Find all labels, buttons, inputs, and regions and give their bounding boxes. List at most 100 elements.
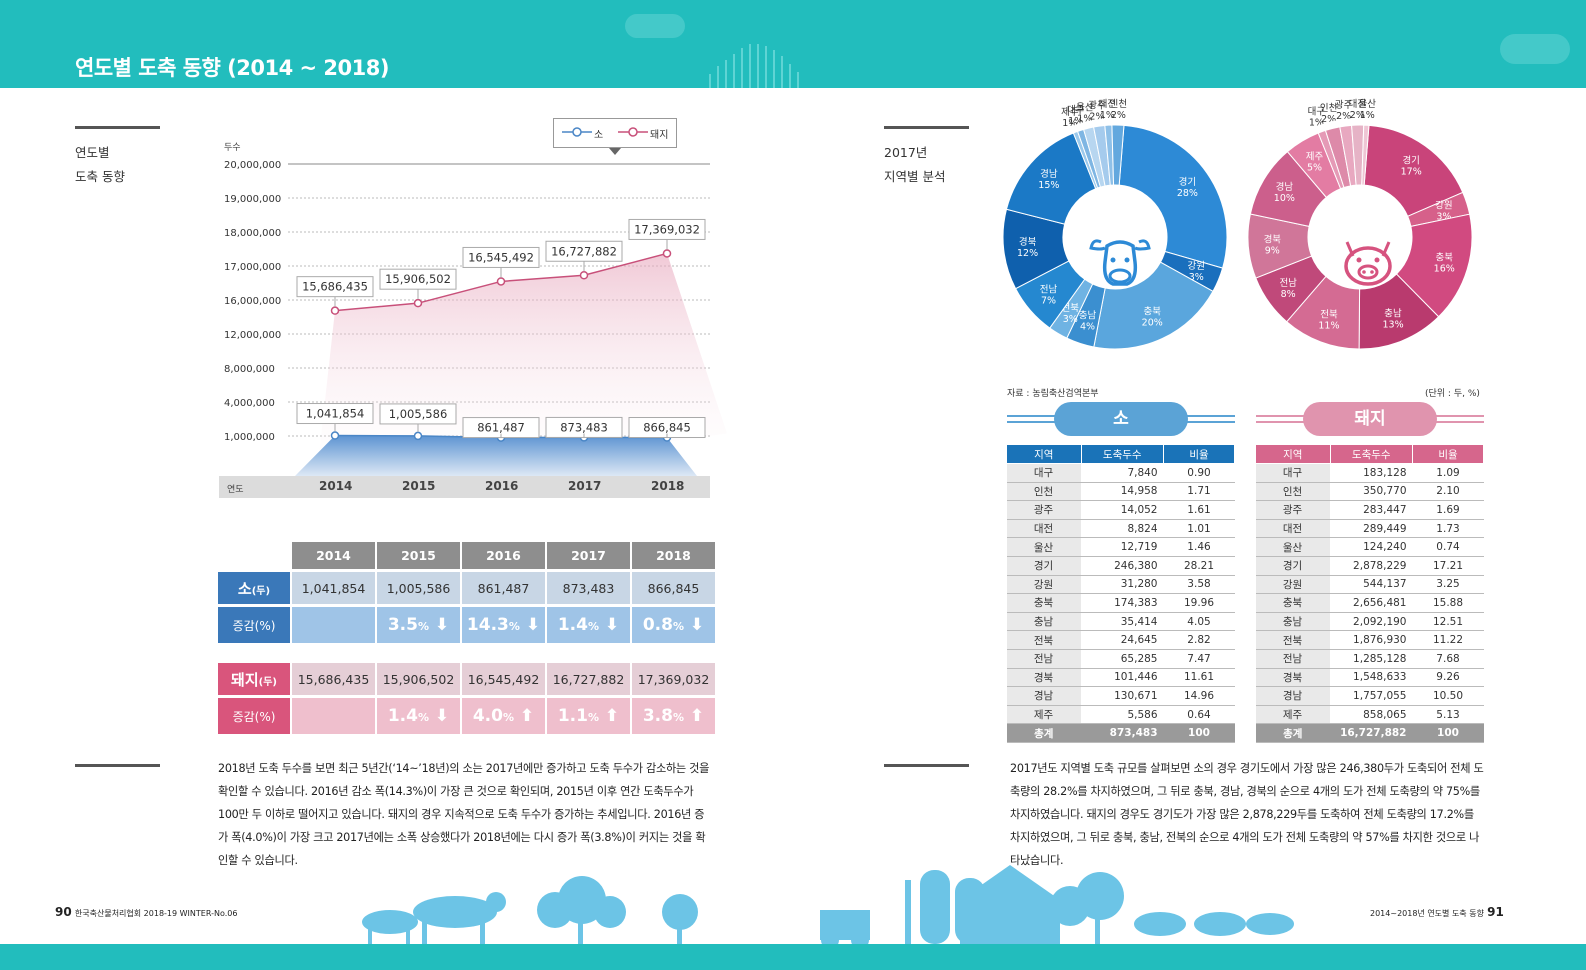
ratio-cell: 1.71 bbox=[1163, 482, 1235, 502]
pie-region-label: 대전 bbox=[1099, 99, 1116, 110]
arrow-up-icon: ⬆ bbox=[513, 706, 535, 726]
table-row: 충남 2,092,190 12.51 bbox=[1255, 612, 1484, 632]
pie-region-label: 전북 bbox=[1320, 309, 1338, 320]
pie-region-label: 울산 bbox=[1359, 99, 1377, 110]
count-cell: 1,757,055 bbox=[1330, 686, 1413, 706]
table-row: 울산 12,719 1.46 bbox=[1006, 537, 1235, 557]
page-number: 90 bbox=[55, 905, 72, 919]
pie-percent-label: 2% bbox=[1350, 110, 1365, 121]
count-cell: 1,876,930 bbox=[1330, 630, 1413, 650]
chart-legend: 소 돼지 bbox=[553, 118, 677, 155]
data-label: 15,906,502 bbox=[385, 272, 451, 286]
change-value: 1.4 bbox=[387, 706, 418, 726]
total-cell: 100 bbox=[1163, 723, 1235, 743]
farm-silhouette bbox=[362, 865, 1294, 949]
section-label-line: 연도별 bbox=[75, 145, 110, 160]
pie-percent-label: 2% bbox=[1111, 110, 1126, 121]
count-cell: 289,449 bbox=[1330, 519, 1413, 539]
ratio-cell: 10.50 bbox=[1412, 686, 1484, 706]
count-cell: 31,280 bbox=[1081, 575, 1164, 595]
right-paragraph: 2017년도 지역별 도축 규모를 살펴보면 소의 경우 경기도에서 가장 많은… bbox=[1010, 762, 1484, 867]
region-cell: 충남 bbox=[1255, 612, 1331, 632]
region-cell: 전남 bbox=[1255, 649, 1331, 669]
cow-point bbox=[330, 431, 340, 440]
pie-center bbox=[1063, 185, 1167, 289]
pie-region-label: 강원 bbox=[1435, 200, 1452, 211]
table-row: 인천 350,770 2.10 bbox=[1255, 482, 1484, 502]
section-divider bbox=[75, 126, 160, 129]
table-row: 대전 8,824 1.01 bbox=[1006, 519, 1235, 539]
cow-title-pill: 소 bbox=[1054, 402, 1188, 436]
count-cell: 2,878,229 bbox=[1330, 556, 1413, 576]
region-cell: 충남 bbox=[1006, 612, 1082, 632]
legend-pig-label: 돼지 bbox=[650, 130, 669, 141]
arrow-up-icon: ⬆ bbox=[598, 706, 620, 726]
pie-region-label: 충북 bbox=[1143, 307, 1161, 318]
pie-percent-label: 10% bbox=[1274, 193, 1295, 204]
y-tick-label: 19,000,000 bbox=[224, 194, 281, 205]
percent-sign: % bbox=[417, 711, 429, 724]
region-cell: 전북 bbox=[1255, 630, 1331, 650]
table-row: 경북 1,548,633 9.26 bbox=[1255, 668, 1484, 688]
section-label-line: 지역별 분석 bbox=[884, 169, 946, 184]
pie-region-label: 경기 bbox=[1402, 154, 1419, 166]
pie-percent-label: 12% bbox=[1017, 248, 1038, 259]
pig-title-pill: 돼지 bbox=[1303, 402, 1437, 436]
change-cell: 3.5% ⬇ bbox=[377, 607, 460, 643]
ratio-cell: 11.61 bbox=[1163, 668, 1235, 688]
pig-label: 돼지 bbox=[231, 670, 259, 689]
pie-region-label: 제주 bbox=[1061, 107, 1079, 118]
line-chart: 두수 20,000,000 19,000,000 18,000,000 17,000,0… bbox=[224, 142, 727, 480]
cow-value: 1,005,586 bbox=[377, 572, 460, 604]
y-tick-label: 18,000,000 bbox=[224, 228, 281, 239]
table-row: 울산 124,240 0.74 bbox=[1255, 537, 1484, 557]
y-tick-label: 17,000,000 bbox=[224, 262, 281, 273]
count-cell: 7,840 bbox=[1081, 463, 1164, 483]
table-corner bbox=[218, 542, 290, 569]
table-header-cell: 지역 bbox=[1255, 444, 1331, 464]
change-cell: 3.8% ⬆ bbox=[632, 698, 715, 734]
count-cell: 350,770 bbox=[1330, 482, 1413, 502]
x-tick-label: 2015 bbox=[402, 479, 436, 493]
y-tick-label: 8,000,000 bbox=[224, 364, 275, 375]
x-tick-label: 2018 bbox=[651, 479, 685, 493]
cow-pie-chart: 경기28%강원3%충북20%충남4%전북3%전남7%경북12%경남15%제주1%… bbox=[996, 99, 1234, 365]
pie-region-label: 대구 bbox=[1308, 107, 1326, 118]
pie-region-label: 경북 bbox=[1264, 233, 1282, 245]
change-cell: 14.3% ⬇ bbox=[462, 607, 545, 643]
pie-region-label: 전북 bbox=[1062, 303, 1080, 314]
cloud-decoration bbox=[625, 14, 685, 38]
count-cell: 174,383 bbox=[1081, 593, 1164, 613]
table-row: 대전 289,449 1.73 bbox=[1255, 519, 1484, 539]
table-row: 경북 101,446 11.61 bbox=[1006, 668, 1235, 688]
y-tick-label: 12,000,000 bbox=[224, 330, 281, 341]
pie-region-label: 충남 bbox=[1079, 311, 1097, 322]
count-cell: 2,092,190 bbox=[1330, 612, 1413, 632]
ratio-cell: 2.82 bbox=[1163, 630, 1235, 650]
ratio-cell: 11.22 bbox=[1412, 630, 1484, 650]
pie-region-label: 전남 bbox=[1279, 278, 1297, 289]
ratio-cell: 12.51 bbox=[1412, 612, 1484, 632]
pie-region-label: 경기 bbox=[1179, 176, 1196, 188]
percent-sign: % bbox=[417, 620, 429, 633]
ratio-cell: 1.69 bbox=[1412, 500, 1484, 520]
ratio-cell: 1.01 bbox=[1163, 519, 1235, 539]
section-label-line: 2017년 bbox=[884, 145, 928, 160]
percent-sign: % bbox=[587, 711, 599, 724]
pie-region-label: 강원 bbox=[1188, 261, 1205, 272]
data-label: 1,041,854 bbox=[306, 407, 365, 421]
pig-value: 16,545,492 bbox=[462, 663, 545, 695]
count-cell: 14,052 bbox=[1081, 500, 1164, 520]
pie-region-label: 경북 bbox=[1019, 236, 1037, 248]
pie-region-label: 광주 bbox=[1335, 99, 1353, 111]
percent-sign: % bbox=[672, 711, 684, 724]
data-label-box bbox=[296, 276, 374, 298]
cow-value: 866,845 bbox=[632, 572, 715, 604]
total-cell: 총계 bbox=[1006, 723, 1081, 743]
total-cell: 16,727,882 bbox=[1330, 723, 1413, 743]
count-cell: 246,380 bbox=[1081, 556, 1164, 576]
y-tick-label: 16,000,000 bbox=[224, 296, 281, 307]
y-tick-label: 4,000,000 bbox=[224, 398, 275, 409]
count-cell: 24,645 bbox=[1081, 630, 1164, 650]
ratio-cell: 0.64 bbox=[1163, 705, 1235, 725]
